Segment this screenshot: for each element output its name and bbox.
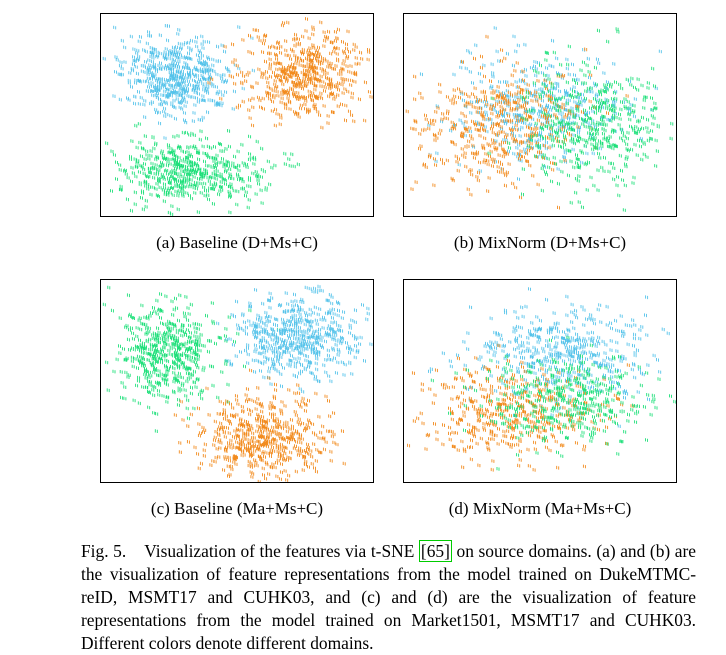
scatter-plot-b [405, 26, 674, 212]
subcaption-d: (d) MixNorm (Ma+Ms+C) [448, 499, 632, 518]
citation-link[interactable]: [65] [418, 540, 452, 562]
tsne-panel-d [403, 279, 677, 483]
domain-points [173, 368, 346, 482]
scatter-plot-a [102, 17, 373, 216]
scatter-plot-c [102, 284, 373, 482]
figure-caption: Fig. 5. Visualization of the features vi… [81, 540, 696, 655]
caption-text-before: Visualization of the features via t-SNE [144, 541, 415, 561]
subcaption-b: (b) MixNorm (D+Ms+C) [453, 233, 627, 252]
domain-points [405, 34, 629, 210]
tsne-panel-b [403, 13, 677, 217]
tsne-panel-a [100, 13, 374, 217]
domain-points [207, 17, 373, 130]
caption-text-after: on source domains. (a) and (b) are the v… [81, 541, 696, 653]
tsne-panel-c [100, 279, 374, 483]
domain-points [487, 27, 674, 212]
domain-points [428, 287, 670, 428]
subcaption-c: (c) Baseline (Ma+Ms+C) [150, 499, 324, 518]
figure-label: Fig. 5. [81, 541, 127, 561]
domain-points [430, 335, 676, 471]
subcaption-a: (a) Baseline (D+Ms+C) [156, 233, 318, 252]
scatter-plot-d [407, 287, 676, 472]
domain-points [102, 24, 255, 140]
domain-points [102, 285, 280, 433]
domain-points [216, 284, 373, 394]
domain-points [105, 122, 300, 216]
